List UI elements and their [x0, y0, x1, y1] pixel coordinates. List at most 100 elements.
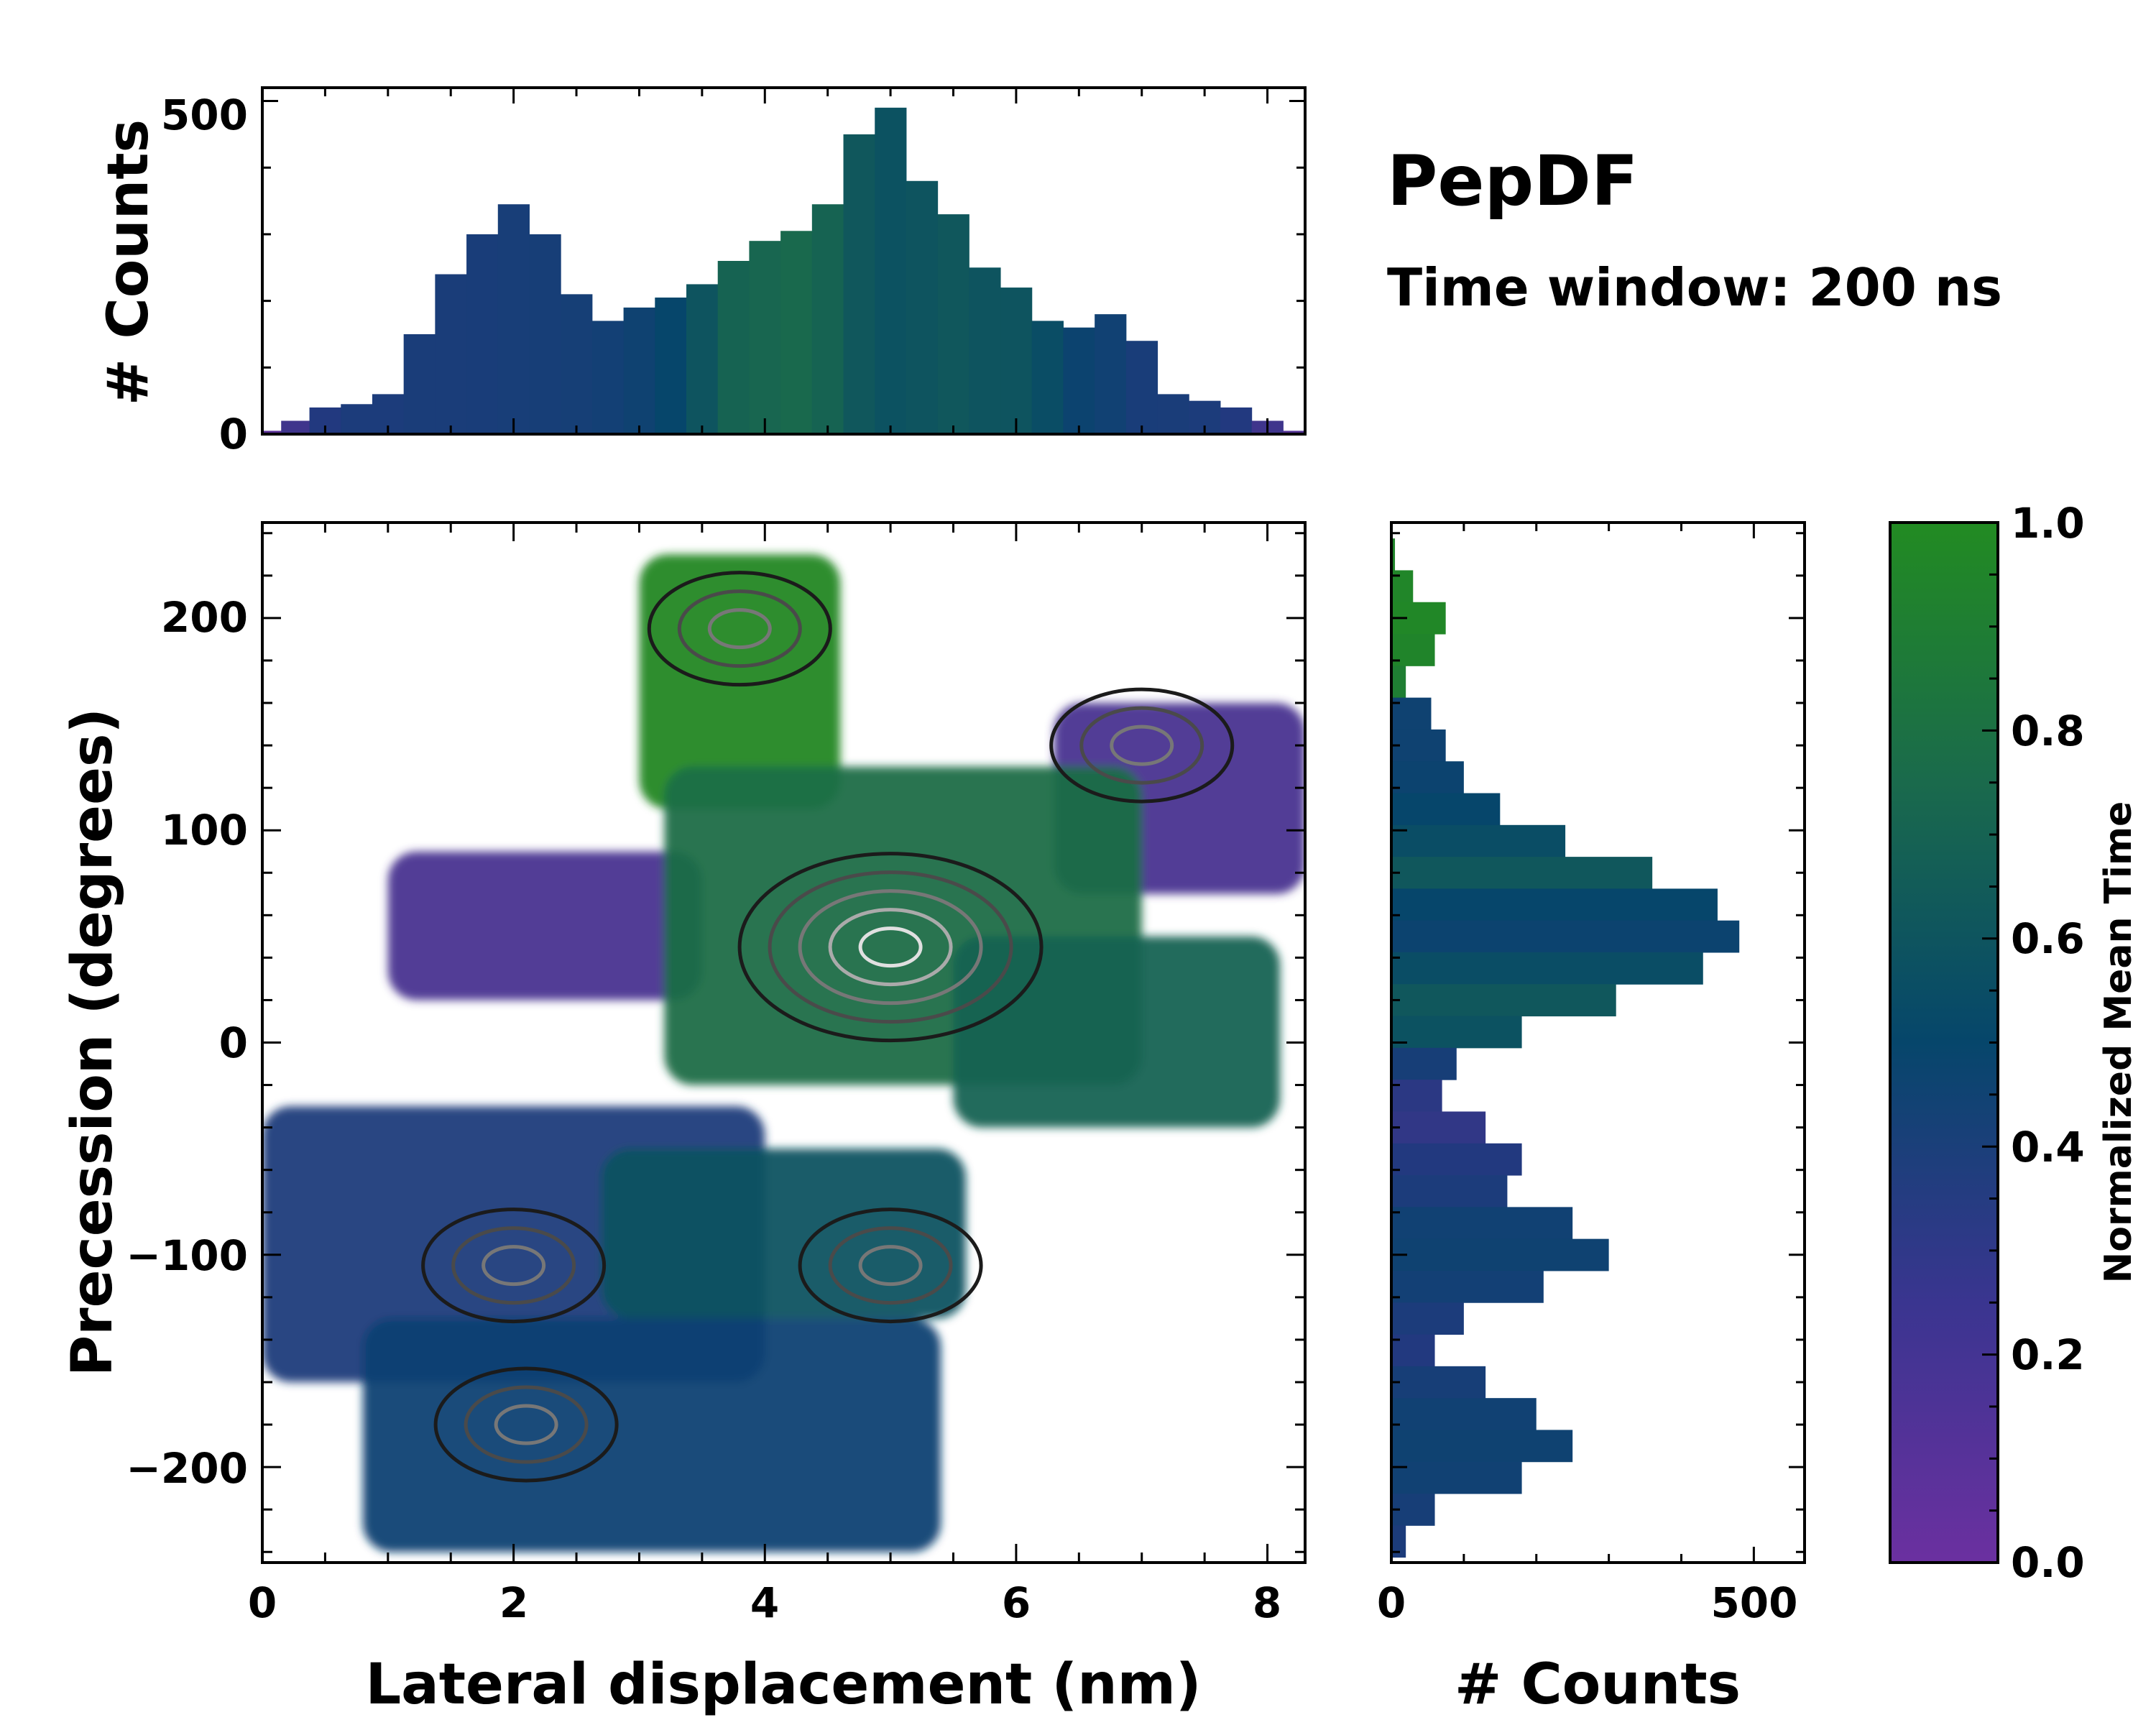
right-hist-bar [1391, 1175, 1508, 1208]
colorbar-tick-1.0: 1.0 [2011, 499, 2085, 548]
right-hist-bar [1391, 1143, 1522, 1176]
right-hist-bar [1391, 824, 1566, 857]
density-contour-5-2 [1110, 724, 1174, 766]
right-hist-bar [1391, 1430, 1573, 1463]
colorbar-tick-0.0: 0.0 [2011, 1538, 2085, 1587]
right-hist-xtick-0: 0 [1377, 1578, 1406, 1627]
top-hist-bar [262, 431, 282, 434]
top-hist-bar [749, 241, 781, 434]
top-hist-bar [281, 420, 310, 434]
right-hist-bar [1391, 761, 1464, 794]
top-hist-ytick-0: 0 [219, 410, 248, 459]
main-xtick-0: 0 [248, 1578, 277, 1627]
main-xlabel: Lateral displacement (nm) [365, 1652, 1201, 1717]
top-hist-ylabel: # Counts [96, 119, 161, 405]
density-contour-5-0 [1049, 687, 1235, 804]
top-hist-bar [937, 214, 969, 434]
density-contour-1-1 [464, 1385, 589, 1464]
density-contour-0-0 [737, 852, 1044, 1043]
main-xtick-2: 2 [499, 1578, 528, 1627]
top-hist-bar [843, 134, 875, 434]
main-ticks [261, 523, 1305, 1563]
right-hist-bar [1391, 1207, 1573, 1240]
density-contour-1-2 [494, 1404, 558, 1445]
top-hist-bar [1000, 288, 1033, 434]
density-contour-5-1 [1079, 706, 1204, 785]
top-hist-bar [1125, 341, 1158, 434]
top-hist-bar [1095, 314, 1127, 434]
top-hist-bar [811, 204, 844, 434]
right-hist-bar [1391, 1047, 1457, 1080]
right-histogram: 0 500 # Counts [1377, 521, 1806, 1717]
density-contour-4-1 [677, 589, 802, 668]
colorbar-gradient [1890, 523, 1998, 1563]
colorbar-tick-0.8: 0.8 [2011, 707, 2085, 755]
main-ytick-100: 100 [161, 806, 248, 855]
main-ytick-m200: −200 [126, 1444, 248, 1493]
top-hist-bar [1283, 431, 1306, 434]
figure-title: PepDF [1387, 141, 1638, 221]
right-hist-xlabel: # Counts [1455, 1652, 1741, 1717]
region-middle-teal [602, 1149, 966, 1319]
top-hist-bar [780, 231, 813, 434]
density-contour-2-1 [451, 1226, 576, 1305]
region-right-teal [953, 936, 1281, 1128]
top-hist-bar [1220, 407, 1253, 434]
top-hist-bar [875, 107, 907, 435]
right-hist-bar [1391, 1525, 1406, 1558]
right-hist-bar [1391, 952, 1703, 985]
right-hist-bar [1391, 666, 1406, 699]
right-histogram-bars [1391, 538, 1740, 1558]
top-hist-bar [591, 321, 625, 434]
density-contour-2-2 [482, 1245, 546, 1287]
top-hist-bar [969, 267, 1001, 434]
density-contours [421, 571, 1235, 1483]
main-ytick-0: 0 [219, 1018, 248, 1067]
top-hist-bar [341, 404, 373, 434]
top-hist-bar [1063, 327, 1095, 434]
right-hist-bar [1391, 920, 1740, 953]
density-contour-3-2 [858, 1245, 923, 1287]
right-hist-xtick-500: 500 [1710, 1578, 1797, 1627]
top-hist-bar [529, 234, 561, 434]
right-hist-bar [1391, 857, 1653, 889]
right-hist-bar [1391, 729, 1446, 762]
right-hist-bar [1391, 1016, 1522, 1049]
right-hist-bar [1391, 1398, 1537, 1430]
colorbar-label: Normalized Mean Time [2097, 801, 2140, 1284]
colorbar-frame [1889, 521, 1999, 1564]
top-histogram-frame [261, 86, 1307, 436]
top-hist-bar [906, 180, 939, 434]
main-heatmap: 0 2 4 6 8 −200 −100 0 100 200 Lateral di… [60, 521, 1307, 1717]
main-ytick-m100: −100 [126, 1231, 248, 1280]
density-contour-0-2 [798, 889, 983, 1006]
main-frame [261, 521, 1307, 1564]
region-bottom-navy [362, 1318, 941, 1552]
top-hist-bar [435, 274, 467, 434]
right-hist-bar [1391, 1366, 1486, 1399]
right-hist-bar [1391, 538, 1396, 571]
right-hist-bar [1391, 1302, 1464, 1335]
density-contour-2-0 [421, 1208, 607, 1324]
density-contour-3-0 [798, 1208, 983, 1324]
right-hist-bar [1391, 1111, 1486, 1144]
right-hist-bar [1391, 1461, 1522, 1494]
region-upper-left-purple [387, 851, 702, 1000]
right-hist-bar [1391, 793, 1501, 826]
top-hist-bar [686, 284, 719, 434]
density-contour-3-1 [828, 1226, 953, 1305]
top-hist-bar [1031, 321, 1064, 434]
figure-subtitle: Time window: 200 ns [1387, 257, 2002, 318]
density-contour-0-4 [858, 926, 923, 968]
colorbar-tick-0.2: 0.2 [2011, 1330, 2085, 1379]
top-hist-ytick-500: 500 [161, 91, 248, 139]
colorbar-tick-0.4: 0.4 [2011, 1123, 2085, 1172]
density-contour-1-0 [433, 1366, 619, 1483]
main-xtick-4: 4 [750, 1578, 779, 1627]
heatmap-regions [262, 554, 1305, 1552]
top-hist-bar [466, 234, 499, 434]
density-contour-0-1 [768, 870, 1013, 1024]
top-histogram-bars [262, 107, 1306, 435]
right-hist-bar [1391, 1238, 1609, 1271]
